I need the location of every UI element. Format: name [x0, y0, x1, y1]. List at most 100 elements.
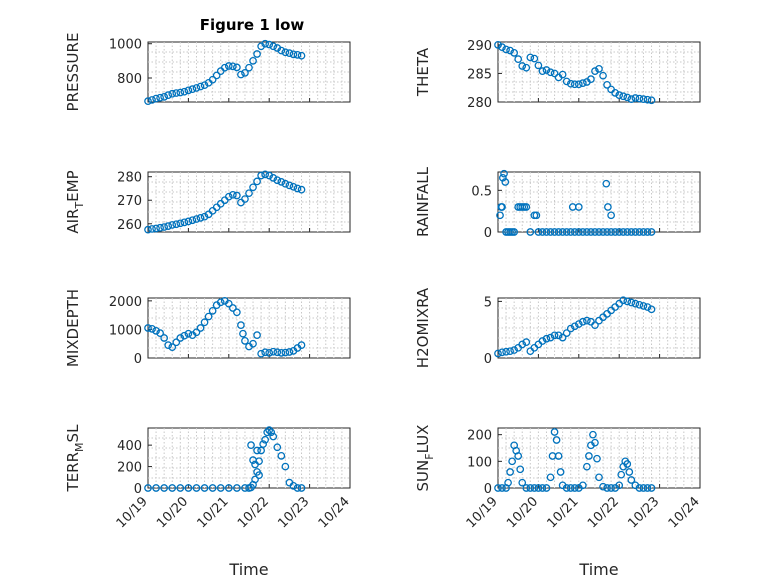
data-point [570, 322, 579, 331]
data-point [607, 211, 615, 220]
data-point [631, 228, 640, 236]
x-axis-label: Time [228, 560, 268, 579]
data-point [249, 339, 257, 348]
subplot-3: 260 270 280 AIRTEMP [64, 170, 351, 234]
data-point [498, 43, 506, 51]
data-point [635, 94, 644, 103]
data-point [546, 473, 555, 482]
y-tick-label: 0 [484, 226, 492, 241]
data-point [647, 484, 656, 492]
y-tick-label: 2000 [109, 295, 142, 310]
data-point [148, 225, 156, 233]
data-point [498, 173, 507, 182]
data-point [501, 178, 510, 186]
x-axis-label: Time [578, 560, 618, 579]
data-point [152, 94, 160, 103]
data-point [237, 321, 245, 329]
data-point [647, 305, 656, 314]
data-point [526, 228, 535, 236]
data-point [623, 93, 632, 102]
data-point [498, 203, 506, 211]
data-point [273, 348, 282, 357]
data-point [160, 93, 169, 101]
data-point [635, 484, 644, 492]
data-point [508, 457, 516, 466]
data-point [643, 303, 652, 311]
y-axis-label-main: PRESSURE [64, 33, 82, 112]
y-tick-label: 285 [467, 67, 492, 82]
data-point [599, 228, 607, 236]
y-axis-label-main: SUN [414, 460, 432, 492]
data-point [176, 484, 185, 492]
data-point [617, 470, 626, 479]
data-point [285, 49, 294, 57]
data-point [522, 338, 531, 347]
data-point [502, 45, 510, 54]
data-point [578, 228, 587, 236]
data-point [510, 346, 519, 354]
data-point [160, 223, 169, 231]
data-point [625, 468, 634, 476]
data-point [184, 86, 193, 95]
data-point [542, 334, 551, 343]
data-point [570, 484, 579, 492]
data-point [265, 349, 274, 357]
y-axis-label-main: H2OMIXRA [414, 287, 432, 368]
x-tick-label: 10/24 [666, 494, 703, 531]
data-point [253, 331, 261, 339]
data-point [257, 171, 265, 180]
y-tick-label: 270 [117, 194, 142, 209]
data-point [285, 181, 294, 190]
y-tick-label: 800 [117, 72, 142, 87]
data-point [643, 228, 652, 236]
data-point [566, 324, 575, 333]
data-point [643, 484, 652, 492]
data-point [623, 460, 632, 468]
data-point [152, 484, 160, 492]
data-point [627, 228, 636, 236]
data-point [578, 79, 587, 87]
data-point [538, 228, 547, 236]
data-point [237, 70, 245, 79]
data-point [259, 440, 267, 448]
data-point [241, 69, 249, 77]
data-point [156, 93, 164, 102]
data-point [245, 189, 253, 198]
data-point [273, 443, 282, 452]
data-point [538, 484, 547, 492]
data-point [546, 68, 555, 77]
data-point [220, 63, 229, 72]
data-point [611, 89, 620, 97]
data-point [261, 39, 270, 48]
data-point [216, 484, 225, 492]
data-point [261, 435, 270, 444]
y-axis-label-main: AIR [64, 209, 82, 234]
data-point [554, 452, 563, 460]
y-tick-label: 200 [117, 461, 142, 476]
data-point [233, 308, 241, 317]
data-point [550, 428, 559, 436]
data-point [255, 471, 263, 479]
y-axis-label-main: RAINFALL [414, 166, 432, 237]
data-point [247, 441, 255, 449]
y-tick-label: 260 [117, 218, 142, 233]
data-point [599, 482, 607, 491]
x-tick-label: 10/20 [154, 494, 191, 531]
data-point [251, 460, 259, 469]
data-point [297, 185, 306, 194]
data-point [148, 96, 156, 104]
y-axis-label: TERRMSL [64, 424, 86, 493]
data-point [619, 228, 628, 236]
x-tick-label: 10/24 [316, 494, 353, 531]
data-point [514, 452, 523, 460]
data-point [180, 331, 189, 340]
data-point [591, 67, 599, 75]
data-point [635, 300, 644, 309]
data-point [233, 63, 241, 72]
data-point [627, 476, 636, 484]
data-point [599, 71, 607, 80]
data-point [188, 85, 197, 93]
subplot-6: 0 5 H2OMIXRA [414, 287, 701, 368]
data-point [591, 228, 599, 236]
data-point [228, 62, 237, 71]
